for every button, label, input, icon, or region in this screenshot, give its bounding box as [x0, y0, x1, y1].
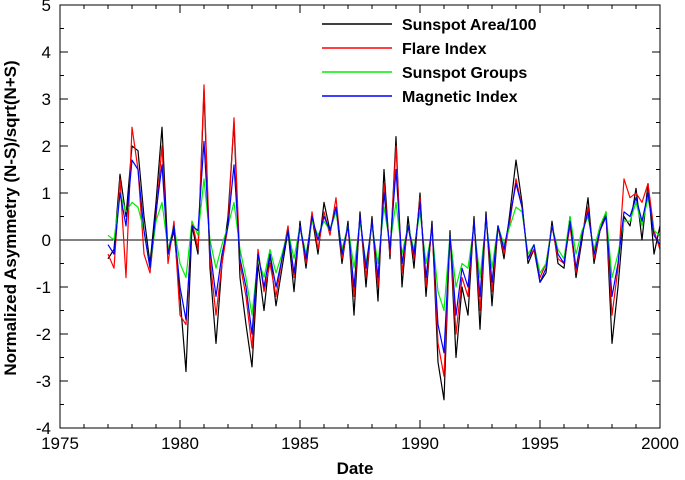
- y-tick-label: -2: [36, 325, 51, 344]
- x-tick-label: 1990: [401, 434, 439, 453]
- x-tick-label: 1985: [281, 434, 319, 453]
- x-axis-title: Date: [337, 459, 374, 478]
- x-tick-label: 1975: [41, 434, 79, 453]
- series-layer: [107, 84, 661, 401]
- y-tick-label: 0: [42, 231, 51, 250]
- y-tick-label: 3: [42, 90, 51, 109]
- y-tick-label: 1: [42, 184, 51, 203]
- y-tick-label: -3: [36, 372, 51, 391]
- legend: Sunspot Area/100 Flare Index Sunspot Group…: [322, 17, 537, 106]
- y-tick-label: -4: [36, 419, 51, 438]
- x-tick-label: 1995: [521, 434, 559, 453]
- axes-layer: 1975 1980 1985 1990 1995 2000 -4 -3 -2 -1 0 1 2 3 4 5: [36, 0, 679, 453]
- legend-label: Sunspot Area/100: [402, 17, 537, 34]
- y-tick-label: 2: [42, 137, 51, 156]
- y-tick-label: 4: [42, 43, 51, 62]
- x-tick-label: 2000: [641, 434, 679, 453]
- y-tick-label: 5: [42, 0, 51, 15]
- y-tick-label: -1: [36, 278, 51, 297]
- series-line-magnetic-index: [107, 140, 661, 354]
- legend-label: Flare Index: [402, 41, 487, 58]
- legend-label: Sunspot Groups: [402, 65, 527, 82]
- series-line-sunspot-groups: [107, 178, 661, 316]
- legend-label: Magnetic Index: [402, 89, 518, 106]
- x-tick-label: 1980: [161, 434, 199, 453]
- y-axis-title: Normalized Asymmetry (N-S)/sqrt(N+S): [1, 60, 20, 375]
